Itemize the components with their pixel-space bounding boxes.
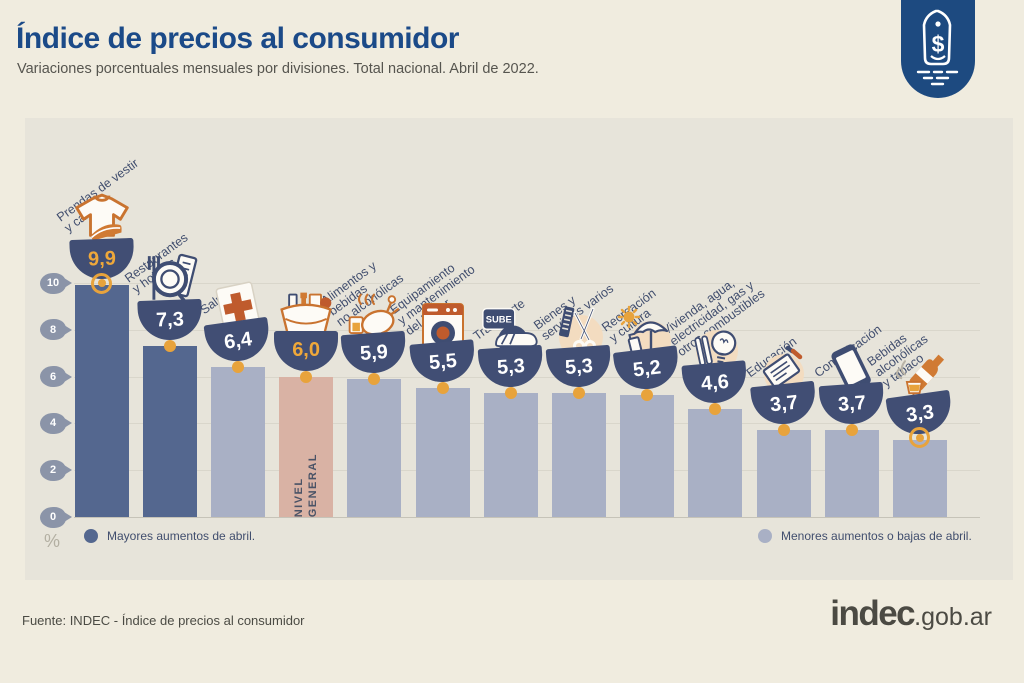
- bar: [688, 409, 743, 517]
- nivel-general-text: NIVEL GENERAL: [292, 448, 320, 517]
- value-label: 5,9: [359, 340, 389, 365]
- legend-label-mayores: Mayores aumentos de abril.: [107, 529, 256, 543]
- bar: [347, 378, 402, 517]
- nivel-general-text-line: NIVEL: [293, 477, 306, 517]
- data-point-marker: [709, 403, 722, 416]
- value-label: 6,4: [222, 327, 254, 354]
- legend-label-menores: Menores aumentos o bajas de abril.: [781, 529, 972, 543]
- data-point-marker: [641, 389, 654, 402]
- y-axis-tick: 8: [40, 319, 66, 341]
- y-axis-tick: 4: [40, 412, 66, 434]
- legend-mayores: Mayores aumentos de abril.: [84, 529, 255, 543]
- logo-main-text: indec: [830, 594, 915, 633]
- y-axis-tick: 10: [40, 272, 66, 294]
- data-point-marker: [504, 386, 517, 399]
- y-axis-unit-label: %: [44, 531, 61, 551]
- nivel-general-text-line: GENERAL: [307, 452, 320, 517]
- data-point-marker: [163, 340, 176, 353]
- data-point-marker: [231, 361, 244, 374]
- gridline: [74, 329, 980, 331]
- bar: [483, 392, 538, 517]
- data-point-marker: [572, 386, 585, 399]
- data-point-marker: [777, 424, 790, 437]
- nivel-general-label: NIVEL GENERAL: [279, 431, 333, 517]
- bar: [142, 346, 197, 517]
- page-title: Índice de precios al consumidor: [16, 22, 459, 55]
- value-label: 3,7: [837, 391, 867, 416]
- data-point-marker: [436, 382, 449, 395]
- source-note: Fuente: INDEC - Índice de precios al con…: [22, 613, 305, 628]
- svg-text:$: $: [932, 31, 945, 57]
- bar: [74, 285, 129, 517]
- bar: [824, 430, 879, 517]
- value-label: 5,3: [564, 354, 594, 379]
- tshirt-icon: [67, 191, 136, 260]
- gridline: [74, 283, 980, 284]
- value-label: 3,7: [768, 391, 799, 417]
- legend-swatch-mayores: [84, 529, 98, 543]
- y-axis-tick: 2: [40, 459, 66, 481]
- bar: [415, 388, 470, 517]
- data-point-marker-ring: [91, 272, 112, 294]
- y-axis-tick: 6: [40, 366, 66, 388]
- bar: [892, 439, 947, 517]
- y-axis-tick: 0: [40, 506, 66, 528]
- legend-swatch-menores: [758, 529, 772, 543]
- roast-chicken-icon: [344, 289, 404, 349]
- indec-logo: indec .gob.ar: [830, 594, 992, 634]
- data-point-marker-ring: [909, 427, 931, 449]
- gridline: [74, 517, 980, 518]
- page-subtitle: Variaciones porcentuales mensuales por d…: [17, 61, 539, 77]
- value-label: 4,6: [700, 370, 731, 396]
- value-label: 3,3: [904, 400, 936, 427]
- data-point-marker: [300, 370, 313, 383]
- sube-bus-icon: SUBE: [481, 303, 541, 363]
- price-tag-icon: $: [901, 0, 975, 104]
- legend-menores: Menores aumentos o bajas de abril.: [758, 529, 972, 543]
- logo-suffix-text: .gob.ar: [914, 603, 992, 631]
- bar: [551, 392, 606, 517]
- value-label: 6,0: [292, 339, 320, 362]
- data-point-marker: [368, 372, 381, 385]
- bar: [756, 430, 811, 517]
- value-label: 5,3: [496, 354, 526, 379]
- bar: [279, 376, 334, 517]
- washing-machine-icon: [413, 298, 473, 358]
- value-label: 7,3: [155, 308, 184, 332]
- value-label: 5,2: [631, 356, 663, 382]
- value-label: 5,5: [427, 349, 458, 374]
- data-point-marker: [845, 424, 858, 437]
- value-label: 9,9: [87, 247, 116, 271]
- svg-text:SUBE: SUBE: [485, 315, 511, 325]
- bar: [210, 367, 265, 517]
- restaurant-icon: [135, 252, 204, 321]
- bar: [620, 395, 675, 517]
